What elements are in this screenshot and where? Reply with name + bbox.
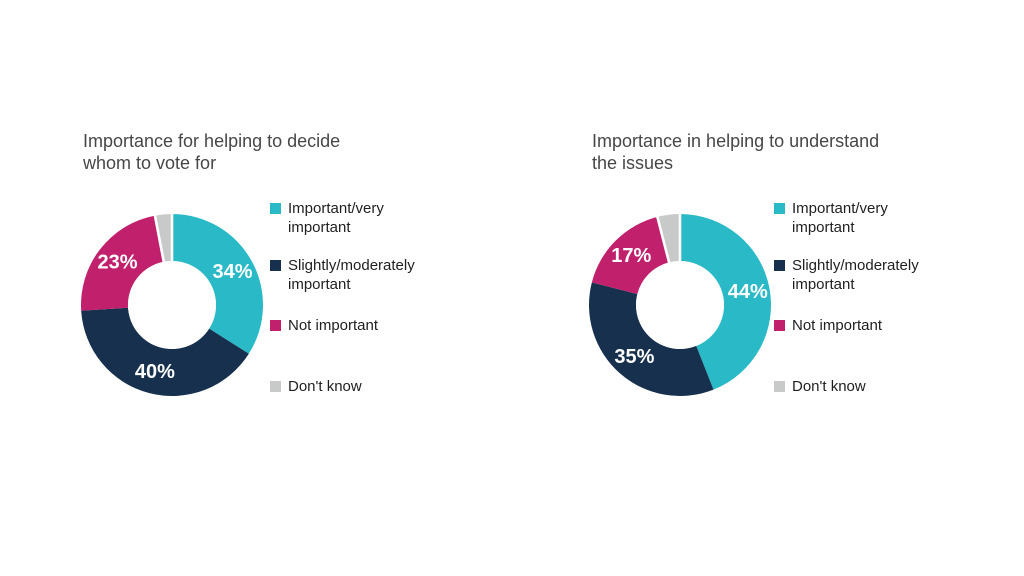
donut-slice [81,215,164,311]
legend-swatch-icon [774,203,785,214]
slice-percent-label: 34% [212,261,252,283]
legend-label: Not important [288,317,379,334]
chart-title-line: the issues [592,153,674,173]
slice-percent-label: 35% [614,346,654,368]
chart-title-line: Importance for helping to decide [83,131,341,151]
chart-title-vote-decision: Importance for helping to decide whom to… [83,130,340,174]
slice-percent-label: 44% [728,281,768,303]
legend-item: Not important [774,316,882,335]
donut-chart-understand-issues: 44% 35% 17% [589,212,772,397]
donut-slice [589,282,714,397]
legend-item: Important/very important [774,199,888,237]
legend-label: Don't know [792,378,866,395]
chart-title-line: whom to vote for [83,153,217,173]
donut-slice [680,214,772,390]
legend-label: Important/very important [792,200,888,236]
chart-title-line: Importance in helping to understand [592,131,880,151]
legend-label: Slightly/moderately important [792,257,919,293]
legend-item: Slightly/moderately important [774,256,919,294]
legend-label: Not important [792,317,883,334]
legend-item: Slightly/moderately important [270,256,415,294]
donut-hole [636,261,724,349]
legend-swatch-icon [774,260,785,271]
legend-swatch-icon [270,320,281,331]
chart-title-understand-issues: Importance in helping to understand the … [592,130,879,174]
donut-slice [172,214,263,354]
legend-swatch-icon [774,320,785,331]
legend-understand-issues: Important/very important Slightly/moderate… [774,199,969,414]
legend-item: Important/very important [270,199,384,237]
legend-item: Don't know [774,377,866,396]
legend-label: Slightly/moderately important [288,257,415,293]
donut-slice [657,214,680,263]
legend-vote-decision: Important/very important Slightly/moderate… [270,199,465,414]
legend-item: Don't know [270,377,362,396]
slice-percent-label: 40% [135,361,175,383]
legend-label: Don't know [288,378,362,395]
slice-percent-label: 17% [611,245,651,267]
legend-swatch-icon [270,203,281,214]
legend-label: Important/very important [288,200,384,236]
legend-swatch-icon [270,381,281,392]
donut-slice [81,307,249,396]
slice-percent-label: 23% [97,252,137,274]
legend-swatch-icon [270,260,281,271]
donut-hole [128,261,216,349]
donut-chart-vote-decision: 34% 40% 23% [81,212,263,396]
legend-item: Not important [270,316,378,335]
legend-swatch-icon [774,381,785,392]
donut-slice [154,214,172,262]
donut-slice [591,216,670,295]
